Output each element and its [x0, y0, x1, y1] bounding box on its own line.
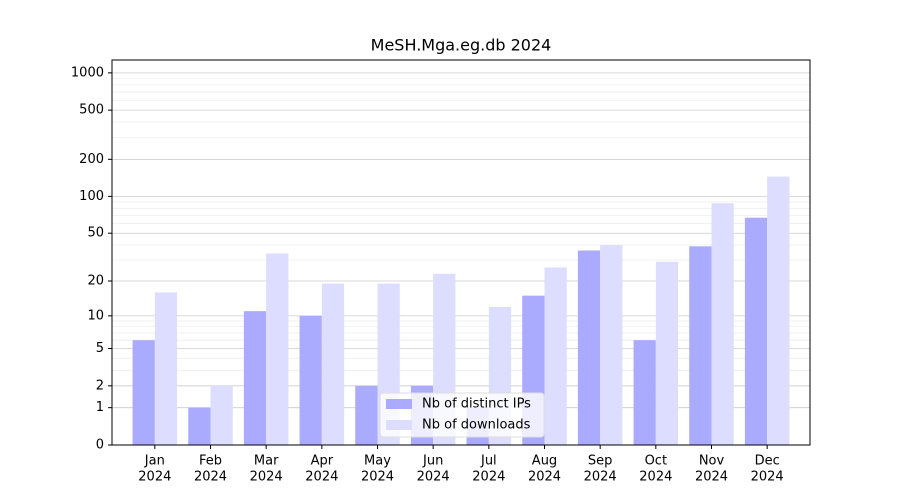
axes-frame	[111, 59, 811, 446]
bar	[767, 176, 790, 446]
bar	[577, 250, 601, 445]
bar	[544, 267, 567, 445]
bar	[711, 203, 734, 445]
bar	[633, 340, 656, 445]
y-tick-label: 0	[96, 438, 104, 453]
y-tick-label: 1000	[71, 65, 104, 80]
bar	[243, 311, 267, 445]
y-tick-label: 2	[96, 378, 104, 393]
y-tick-label: 10	[87, 308, 104, 323]
bar	[210, 385, 233, 445]
x-tick-label: Jan	[144, 454, 165, 469]
legend-label: Nb of downloads	[422, 418, 531, 433]
y-tick-label: 50	[87, 226, 104, 241]
x-tick-label: 2024	[751, 470, 784, 485]
bar	[655, 261, 679, 445]
x-tick-label: 2024	[361, 470, 394, 485]
x-tick-label: Feb	[199, 454, 222, 469]
x-tick-label: Jul	[480, 454, 497, 469]
x-tick-label: 2024	[639, 470, 672, 485]
x-tick-label: 2024	[305, 470, 338, 485]
y-tick-label: 20	[87, 274, 104, 289]
x-tick-label: Aug	[532, 454, 557, 469]
x-tick-label: 2024	[194, 470, 227, 485]
bar	[299, 315, 322, 445]
x-tick-label: Mar	[254, 454, 279, 469]
chart-title: MeSH.Mga.eg.db 2024	[371, 36, 552, 55]
legend: Nb of distinct IPs Nb of downloads	[379, 392, 545, 438]
legend-swatch	[386, 420, 412, 430]
bar	[744, 217, 768, 445]
x-tick-label: 2024	[250, 470, 283, 485]
bar	[689, 246, 712, 445]
bar	[321, 283, 345, 445]
x-tick-label: 2024	[472, 470, 505, 485]
y-tick-label: 200	[79, 152, 104, 167]
bar	[154, 292, 178, 445]
x-tick-label: 2024	[584, 470, 617, 485]
x-tick-label: 2024	[695, 470, 728, 485]
x-tick-label: May	[364, 454, 391, 469]
x-tick-label: Dec	[755, 454, 780, 469]
y-tick-label: 100	[79, 189, 104, 204]
legend-label: Nb of distinct IPs	[422, 397, 531, 412]
bar	[188, 407, 211, 445]
y-tick-label: 1	[96, 400, 104, 415]
x-tick-label: Jun	[422, 454, 443, 469]
bar	[132, 340, 155, 445]
x-tick-label: Apr	[311, 454, 334, 469]
x-tick-label: Sep	[588, 454, 613, 469]
bar	[355, 385, 378, 445]
bar	[266, 253, 289, 445]
x-tick-label: 2024	[417, 470, 450, 485]
x-tick-label: 2024	[528, 470, 561, 485]
legend-swatch	[386, 399, 412, 409]
x-tick-label: 2024	[138, 470, 171, 485]
y-tick-label: 5	[96, 341, 104, 356]
y-tick-label: 500	[79, 103, 104, 118]
x-tick-label: Oct	[645, 454, 667, 469]
x-tick-label: Nov	[699, 454, 725, 469]
legend-box	[379, 392, 545, 438]
bar	[600, 244, 623, 445]
